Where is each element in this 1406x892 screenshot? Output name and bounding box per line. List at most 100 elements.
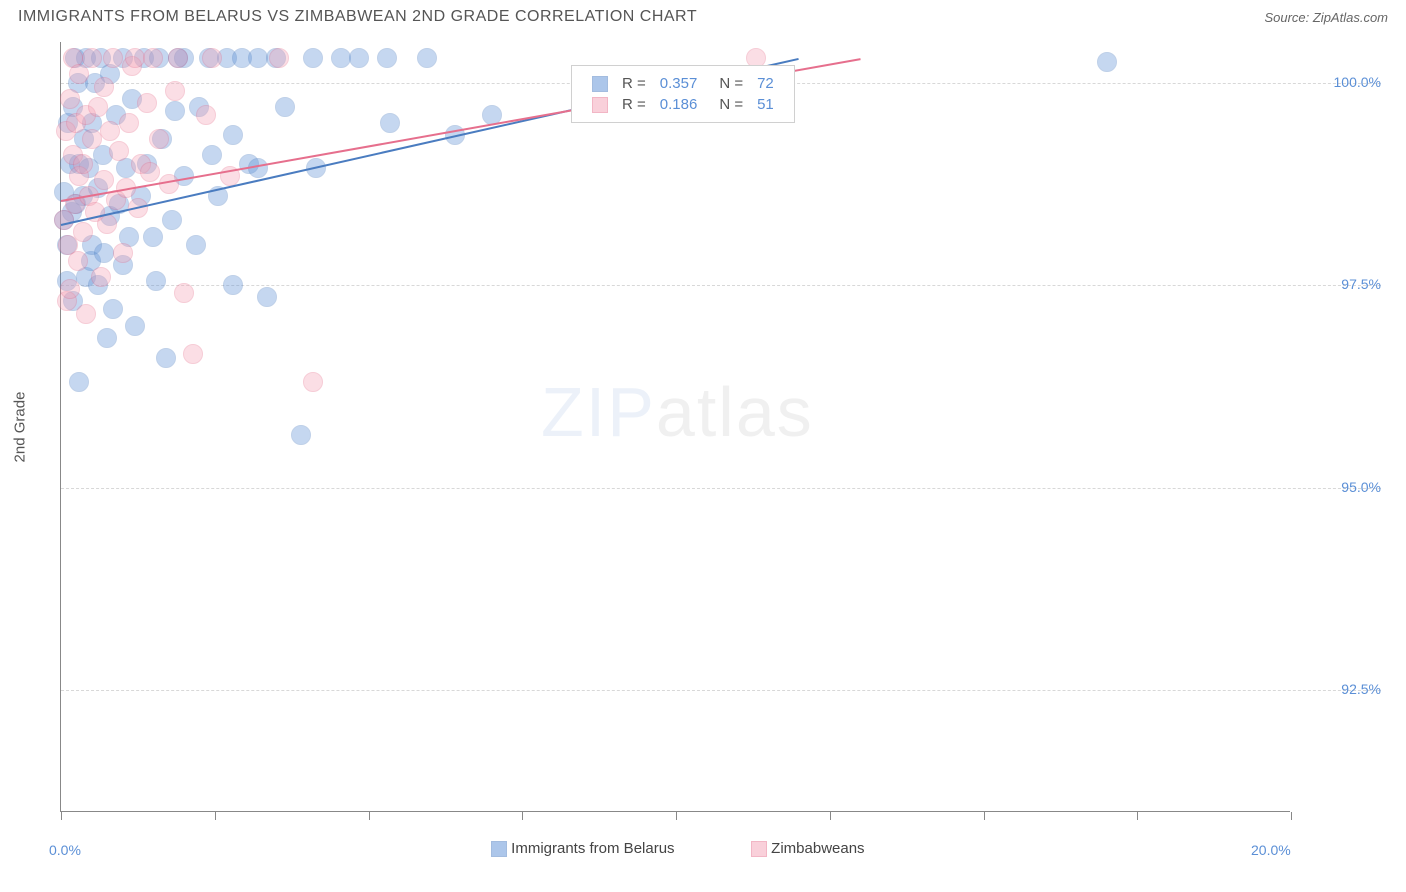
gridline-h: [61, 690, 1381, 691]
x-tick: [61, 812, 62, 820]
scatter-point: [349, 48, 369, 68]
watermark-zip: ZIP: [541, 373, 656, 451]
scatter-point: [303, 372, 323, 392]
legend-swatch: [592, 97, 608, 113]
legend-label: Zimbabweans: [771, 840, 864, 857]
scatter-point: [223, 275, 243, 295]
scatter-point: [377, 48, 397, 68]
scatter-point: [73, 222, 93, 242]
y-tick-label: 100.0%: [1311, 74, 1381, 90]
scatter-point: [73, 154, 93, 174]
legend-r-label: R =: [616, 95, 652, 114]
scatter-point: [97, 214, 117, 234]
x-tick-label: 20.0%: [1251, 842, 1291, 858]
scatter-point: [119, 113, 139, 133]
scatter-point: [165, 101, 185, 121]
scatter-point: [91, 267, 111, 287]
scatter-point: [68, 251, 88, 271]
scatter-point: [125, 316, 145, 336]
x-tick: [1137, 812, 1138, 820]
x-tick: [215, 812, 216, 820]
scatter-point: [165, 81, 185, 101]
watermark: ZIPatlas: [541, 372, 814, 452]
scatter-point: [223, 125, 243, 145]
scatter-point: [137, 93, 157, 113]
legend-n-label: N =: [705, 95, 749, 114]
scatter-point: [82, 129, 102, 149]
legend-r-value: 0.357: [654, 74, 704, 93]
y-axis-label: 2nd Grade: [12, 392, 29, 463]
scatter-point: [196, 105, 216, 125]
x-tick: [984, 812, 985, 820]
legend-n-label: N =: [705, 74, 749, 93]
plot-wrap: 2nd Grade ZIPatlas 92.5%95.0%97.5%100.0%…: [60, 42, 1380, 812]
watermark-atlas: atlas: [656, 373, 814, 451]
scatter-point: [143, 227, 163, 247]
scatter-point: [94, 170, 114, 190]
scatter-point: [186, 235, 206, 255]
scatter-point: [103, 299, 123, 319]
x-tick: [369, 812, 370, 820]
scatter-point: [97, 328, 117, 348]
gridline-h: [61, 488, 1381, 489]
scatter-point: [103, 48, 123, 68]
scatter-point: [248, 48, 268, 68]
scatter-point: [100, 121, 120, 141]
legend-r-value: 0.186: [654, 95, 704, 114]
scatter-point: [1097, 52, 1117, 72]
scatter-point: [417, 48, 437, 68]
y-tick-label: 92.5%: [1311, 681, 1381, 697]
scatter-point: [94, 77, 114, 97]
scatter-point: [143, 48, 163, 68]
scatter-point: [202, 48, 222, 68]
scatter-point: [94, 243, 114, 263]
scatter-point: [60, 89, 80, 109]
series-legend-item: Immigrants from Belarus: [491, 840, 675, 857]
legend-r-label: R =: [616, 74, 652, 93]
x-tick: [522, 812, 523, 820]
scatter-point: [168, 48, 188, 68]
x-tick-label: 0.0%: [49, 842, 81, 858]
y-tick-label: 95.0%: [1311, 479, 1381, 495]
scatter-point: [269, 48, 289, 68]
stats-legend: R =0.357N =72 R =0.186N =51: [571, 65, 795, 123]
scatter-point: [69, 64, 89, 84]
x-tick: [676, 812, 677, 820]
scatter-point: [202, 145, 222, 165]
scatter-point: [257, 287, 277, 307]
series-legend-item: Zimbabweans: [751, 840, 865, 857]
x-tick: [1291, 812, 1292, 820]
legend-swatch: [491, 841, 507, 857]
scatter-point: [162, 210, 182, 230]
legend-n-value: 51: [751, 95, 780, 114]
scatter-point: [113, 243, 133, 263]
scatter-point: [149, 129, 169, 149]
legend-swatch: [592, 76, 608, 92]
scatter-point: [291, 425, 311, 445]
chart-title: IMMIGRANTS FROM BELARUS VS ZIMBABWEAN 2N…: [18, 8, 697, 26]
legend-label: Immigrants from Belarus: [511, 840, 674, 857]
gridline-h: [61, 285, 1381, 286]
scatter-point: [88, 97, 108, 117]
scatter-point: [60, 279, 80, 299]
scatter-point: [76, 304, 96, 324]
scatter-point: [275, 97, 295, 117]
y-tick-label: 97.5%: [1311, 276, 1381, 292]
scatter-point: [140, 162, 160, 182]
title-bar: IMMIGRANTS FROM BELARUS VS ZIMBABWEAN 2N…: [0, 0, 1406, 32]
legend-swatch: [751, 841, 767, 857]
scatter-point: [146, 271, 166, 291]
scatter-point: [69, 372, 89, 392]
scatter-point: [183, 344, 203, 364]
source-attribution: Source: ZipAtlas.com: [1264, 10, 1388, 25]
scatter-point: [331, 48, 351, 68]
legend-n-value: 72: [751, 74, 780, 93]
scatter-point: [174, 283, 194, 303]
plot-area: ZIPatlas 92.5%95.0%97.5%100.0%0.0%20.0%R…: [60, 42, 1290, 812]
scatter-point: [303, 48, 323, 68]
scatter-point: [109, 141, 129, 161]
scatter-point: [380, 113, 400, 133]
x-tick: [830, 812, 831, 820]
scatter-point: [125, 48, 145, 68]
scatter-point: [82, 48, 102, 68]
